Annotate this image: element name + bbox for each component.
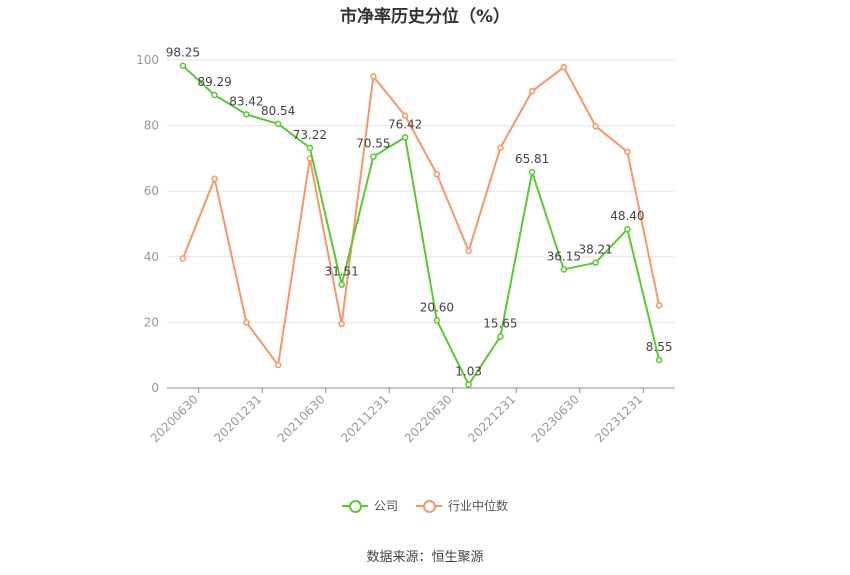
- x-tick-label: 20230630: [529, 392, 582, 445]
- data-point-industry: [401, 112, 409, 120]
- legend-item-company[interactable]: 公司: [341, 497, 398, 514]
- y-tick-label: 40: [144, 250, 159, 264]
- data-label: 1.03: [455, 365, 482, 379]
- data-point-company: [624, 225, 631, 233]
- data-label: 48.40: [610, 209, 644, 223]
- grid-layer: [167, 59, 675, 323]
- data-label: 38.21: [578, 243, 612, 257]
- data-point-company: [211, 91, 218, 99]
- data-point-company: [401, 134, 409, 141]
- x-tick-label: 20201231: [211, 392, 264, 445]
- legend-label-company: 公司: [373, 499, 398, 513]
- data-label: 20.60: [420, 300, 454, 314]
- series-line-industry: [181, 66, 661, 367]
- data-point-company: [465, 381, 472, 388]
- data-point-industry: [433, 170, 441, 178]
- data-point-company: [338, 281, 345, 288]
- x-tick-label: 20220630: [402, 392, 455, 445]
- y-tick-label: 60: [144, 184, 159, 198]
- legend-label-industry: 行业中位数: [448, 499, 509, 513]
- data-point-company: [370, 153, 377, 160]
- legend-item-industry[interactable]: 行业中位数: [416, 497, 508, 514]
- x-tick-label: 20231231: [592, 392, 645, 445]
- y-tick-label: 80: [144, 119, 159, 133]
- data-label: 70.55: [356, 137, 390, 151]
- data-point-industry: [243, 319, 250, 326]
- x-tick-label: 20210630: [275, 392, 328, 445]
- data-label: 73.22: [293, 128, 327, 142]
- data-label: 98.25: [166, 46, 200, 60]
- data-point-company: [433, 317, 441, 324]
- data-label: 89.29: [197, 75, 231, 89]
- data-point-company: [243, 111, 250, 118]
- data-point-company: [592, 259, 599, 266]
- data-point-industry: [211, 175, 218, 182]
- data-label: 8.55: [646, 340, 673, 354]
- x-tick-label: 20200630: [148, 392, 201, 445]
- data-point-industry: [624, 148, 631, 156]
- x-tick-label: 20221231: [465, 392, 518, 445]
- data-point-industry: [497, 144, 504, 152]
- y-tick-label: 0: [151, 381, 159, 395]
- data-point-industry: [560, 63, 568, 71]
- data-point-industry: [528, 87, 536, 95]
- chart-title: 市净率历史分位（%）: [339, 7, 511, 27]
- data-label: 80.54: [261, 104, 295, 118]
- data-point-industry: [338, 320, 345, 328]
- chart-area: 0 20 40 60 80 100 20200630 20201231 20210630 2021…: [136, 46, 675, 445]
- data-point-company: [528, 168, 536, 176]
- x-tick-label: 20211231: [338, 392, 391, 445]
- y-tick-label: 20: [144, 315, 159, 329]
- data-point-company: [560, 266, 568, 273]
- data-point-company: [179, 62, 187, 69]
- data-point-company: [655, 356, 663, 364]
- series-line-company: [182, 65, 661, 386]
- data-label: 15.65: [483, 317, 517, 331]
- data-point-company: [274, 120, 282, 128]
- data-label: 31.51: [324, 265, 358, 279]
- data-point-industry: [465, 247, 472, 255]
- data-point-industry: [179, 255, 187, 262]
- y-tick-label: 100: [136, 53, 159, 67]
- legend-swatch-company: [341, 499, 368, 513]
- data-source-note: 数据来源：恒生聚源: [366, 550, 484, 565]
- data-point-industry: [274, 361, 282, 369]
- data-point-industry: [370, 73, 377, 80]
- data-point-company: [306, 144, 314, 152]
- data-label: 83.42: [229, 94, 263, 108]
- data-label: 65.81: [515, 152, 549, 166]
- series-layer: [179, 62, 663, 388]
- data-point-industry: [655, 302, 663, 309]
- legend-swatch-industry: [416, 499, 442, 513]
- data-point-industry: [592, 123, 599, 130]
- data-label: 76.42: [388, 117, 422, 131]
- data-label: 36.15: [547, 249, 581, 263]
- data-point-company: [497, 333, 504, 340]
- legend: 公司 行业中位数: [0, 497, 850, 514]
